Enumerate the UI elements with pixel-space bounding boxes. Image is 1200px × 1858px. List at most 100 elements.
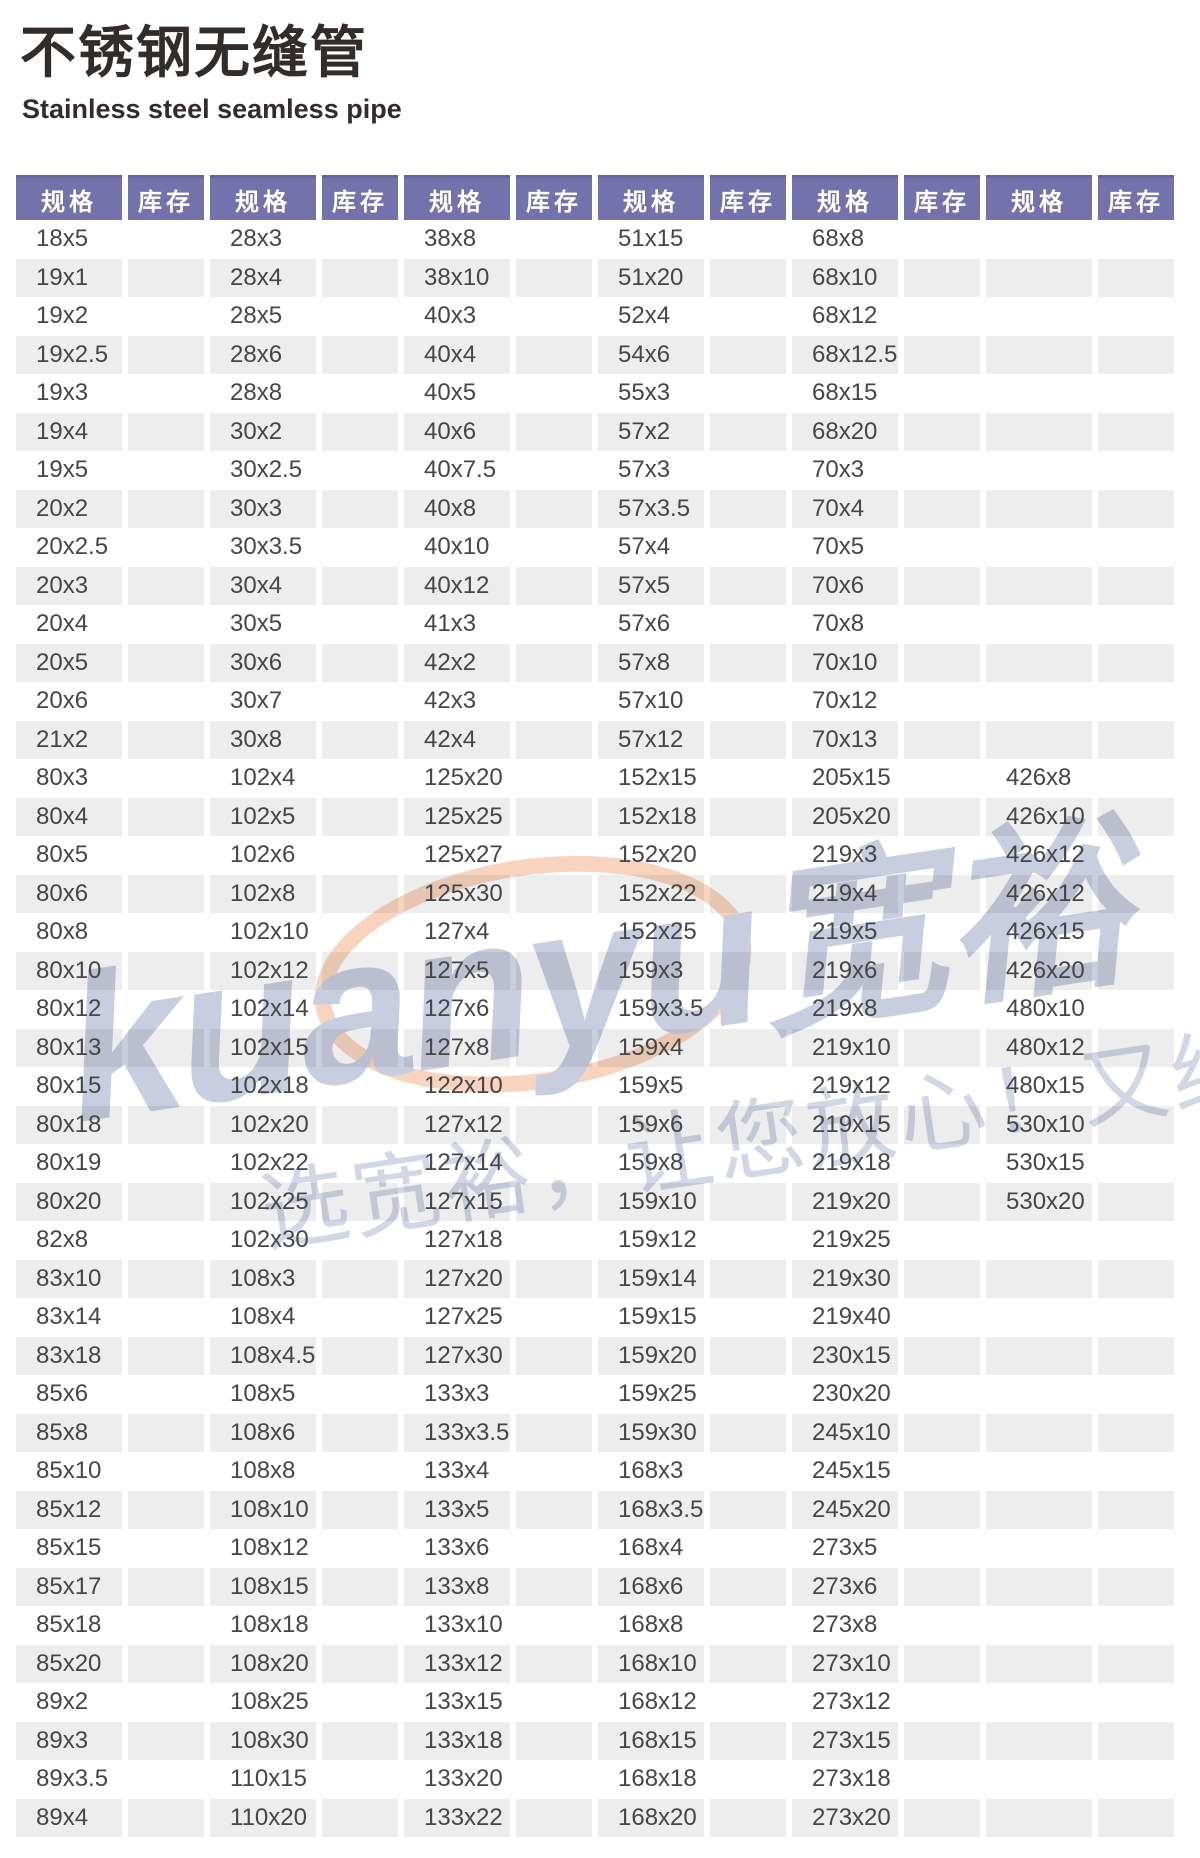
- stock-cell: [516, 1644, 592, 1683]
- spec-cell: 219x12: [812, 1072, 891, 1100]
- stock-cell: [128, 1182, 204, 1221]
- header-cell-spec: 规格: [210, 175, 316, 220]
- spec-cell: 68x10: [792, 258, 898, 297]
- spec-cell: 28x3: [230, 225, 283, 253]
- spec-cell: 42x2: [404, 643, 510, 682]
- stock-cell: [516, 1413, 592, 1452]
- table-row: 85x10 108x8 133x4 168x3 245x15: [16, 1452, 1174, 1491]
- spec-cell: 426x10: [986, 797, 1092, 836]
- spec-cell: 83x18: [16, 1336, 122, 1375]
- stock-cell: [128, 990, 204, 1029]
- spec-cell: 125x30: [404, 874, 510, 913]
- spec-cell: 273x18: [812, 1765, 891, 1793]
- stock-cell: [516, 1298, 592, 1337]
- stock-cell: [904, 913, 980, 952]
- header-cell-stock: 库存: [516, 175, 592, 220]
- stock-cell: [904, 1721, 980, 1760]
- stock-cell: [322, 874, 398, 913]
- table-row: 20x3 30x4 40x12 57x5 70x6: [16, 566, 1174, 605]
- stock-cell: [1098, 1490, 1174, 1529]
- spec-cell: 168x3.5: [598, 1490, 704, 1529]
- spec-cell: 51x20: [598, 258, 704, 297]
- stock-cell: [322, 489, 398, 528]
- stock-cell: [710, 1144, 786, 1183]
- table-row: 19x3 28x8 40x5 55x3 68x15: [16, 374, 1174, 413]
- stock-cell: [1098, 335, 1174, 374]
- stock-cell: [904, 1182, 980, 1221]
- table-row: 89x2 108x25 133x15 168x12 273x12: [16, 1683, 1174, 1722]
- stock-cell: [128, 451, 204, 490]
- spec-cell: 30x3.5: [230, 533, 303, 561]
- stock-cell: [710, 297, 786, 336]
- table-row: 85x17 108x15 133x8 168x6 273x6: [16, 1567, 1174, 1606]
- stock-cell: [322, 566, 398, 605]
- spec-cell: 38x8: [424, 225, 477, 253]
- spec-cell: [986, 528, 1092, 567]
- spec-cell: 159x15: [618, 1303, 697, 1331]
- spec-cell: [986, 1644, 1092, 1683]
- stock-cell: [710, 1529, 786, 1568]
- spec-cell: 19x5: [36, 456, 89, 484]
- stock-cell: [1098, 1721, 1174, 1760]
- stock-cell: [322, 1529, 398, 1568]
- stock-cell: [128, 605, 204, 644]
- stock-cell: [904, 489, 980, 528]
- stock-cell: [710, 605, 786, 644]
- stock-cell: [322, 605, 398, 644]
- spec-cell: 70x13: [792, 720, 898, 759]
- stock-cell: [904, 258, 980, 297]
- stock-cell: [322, 759, 398, 798]
- spec-cell: 133x12: [404, 1644, 510, 1683]
- stock-cell: [904, 682, 980, 721]
- stock-cell: [1098, 451, 1174, 490]
- spec-cell: 159x6: [598, 1105, 704, 1144]
- header-cell-stock: 库存: [128, 175, 204, 220]
- stock-cell: [516, 1105, 592, 1144]
- spec-cell: 426x8: [1006, 764, 1072, 792]
- stock-cell: [128, 1259, 204, 1298]
- spec-cell: [986, 1259, 1092, 1298]
- stock-cell: [710, 1221, 786, 1260]
- spec-cell: 30x2: [210, 412, 316, 451]
- table-row: 19x2.5 28x6 40x4 54x6 68x12.5: [16, 335, 1174, 374]
- spec-cell: 219x40: [812, 1303, 891, 1331]
- spec-cell: 57x6: [618, 610, 671, 638]
- stock-cell: [128, 1105, 204, 1144]
- stock-cell: [904, 1644, 980, 1683]
- spec-cell: 480x12: [986, 1028, 1092, 1067]
- spec-cell: 245x10: [792, 1413, 898, 1452]
- stock-cell: [128, 335, 204, 374]
- stock-cell: [516, 412, 592, 451]
- table-body: 18x5 28x3 38x8 51x15 68x8 19x1 28x4 38x10 51x20 6…: [16, 220, 1174, 1837]
- stock-cell: [516, 1028, 592, 1067]
- stock-cell: [710, 1567, 786, 1606]
- spec-cell: 83x14: [36, 1303, 102, 1331]
- stock-cell: [516, 913, 592, 952]
- stock-cell: [128, 297, 204, 336]
- stock-cell: [516, 1490, 592, 1529]
- stock-cell: [128, 1452, 204, 1491]
- stock-cell: [904, 1336, 980, 1375]
- spec-cell: 102x8: [210, 874, 316, 913]
- header-cell-spec: 规格: [16, 175, 122, 220]
- stock-cell: [128, 1798, 204, 1837]
- stock-cell: [710, 220, 786, 259]
- spec-cell: 85x15: [36, 1534, 102, 1562]
- stock-cell: [516, 258, 592, 297]
- stock-cell: [516, 643, 592, 682]
- stock-cell: [904, 874, 980, 913]
- header-cell-stock: 库存: [1098, 175, 1174, 220]
- stock-cell: [1098, 297, 1174, 336]
- stock-cell: [710, 836, 786, 875]
- spec-cell: 102x22: [230, 1149, 309, 1177]
- stock-cell: [322, 1490, 398, 1529]
- stock-cell: [710, 797, 786, 836]
- spec-cell: 219x3: [812, 841, 878, 869]
- stock-cell: [322, 297, 398, 336]
- stock-cell: [710, 1798, 786, 1837]
- spec-cell: 152x20: [618, 841, 697, 869]
- table-row: 80x3 102x4 125x20 152x15 205x15 426x8: [16, 759, 1174, 798]
- stock-cell: [128, 1067, 204, 1106]
- spec-cell: 168x10: [598, 1644, 704, 1683]
- stock-cell: [1098, 258, 1174, 297]
